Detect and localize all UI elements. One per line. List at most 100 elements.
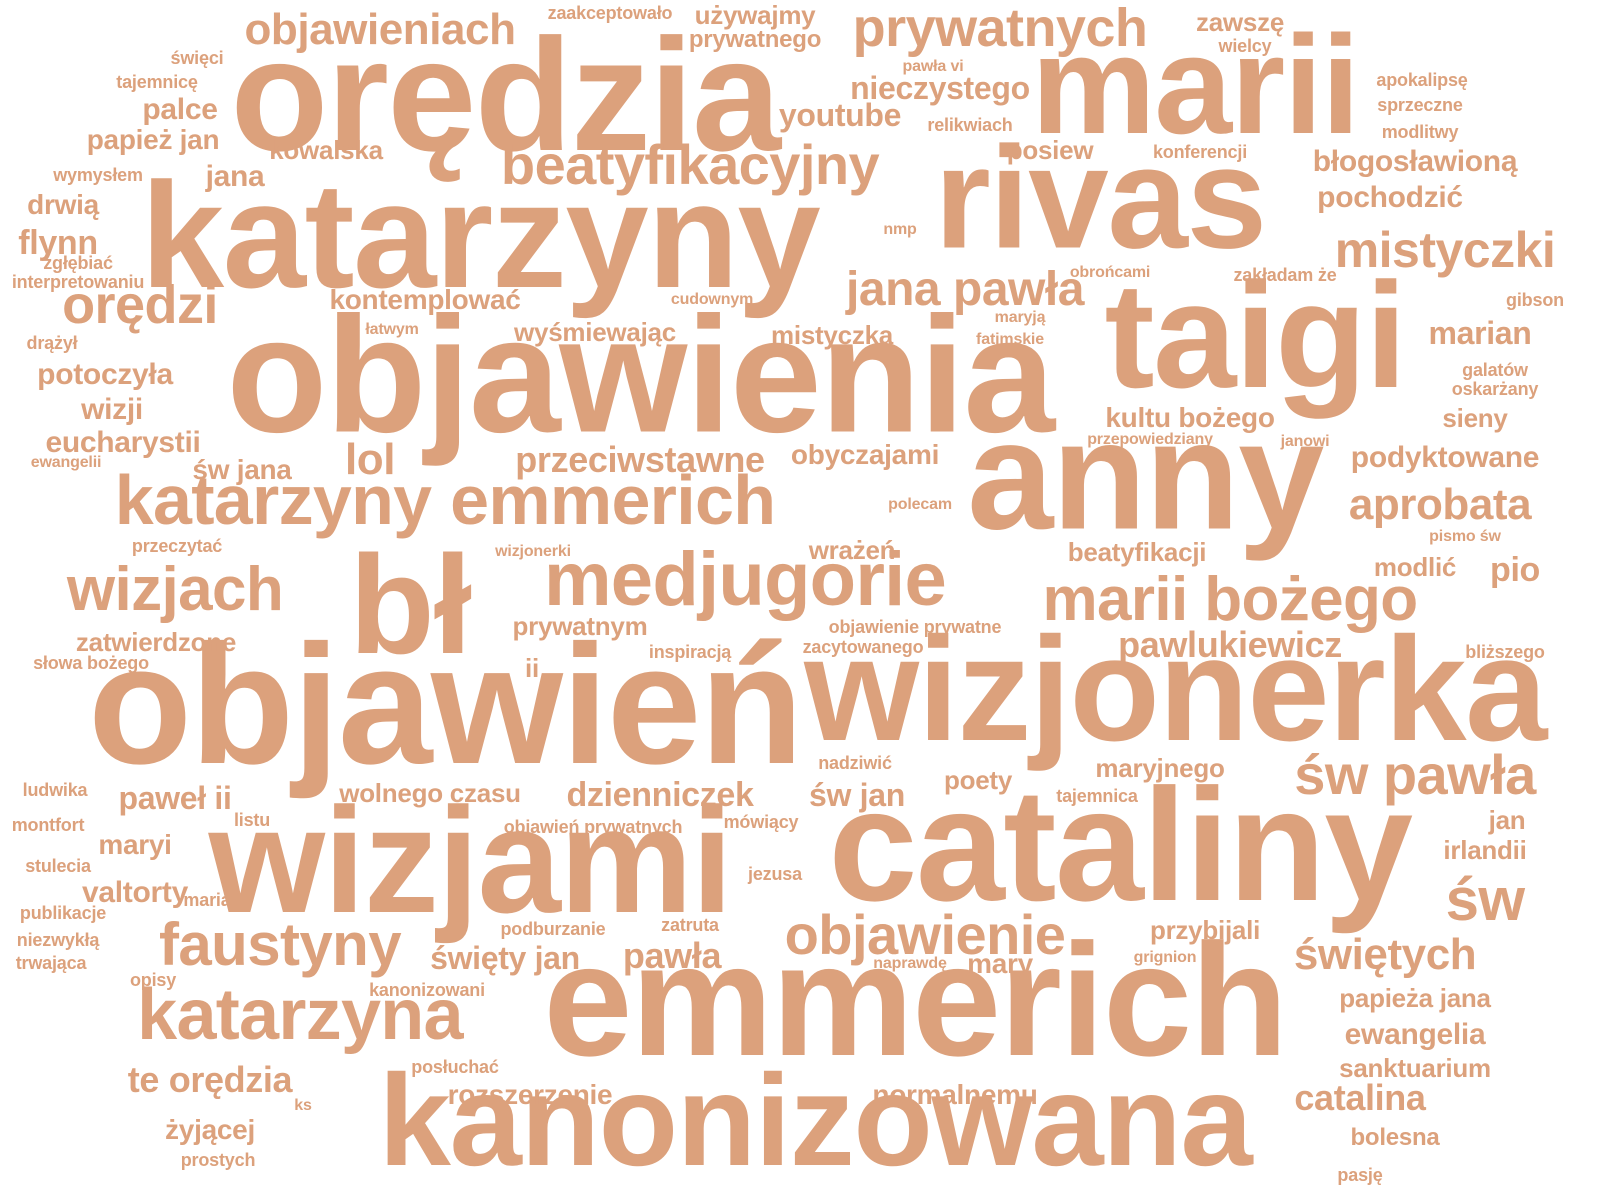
word: nadziwić [818, 753, 892, 773]
word: faustyny [159, 911, 402, 978]
word: opisy [129, 970, 177, 990]
word: ludwika [22, 780, 88, 800]
word: dzienniczek [566, 776, 754, 814]
word: wrażeń [808, 535, 896, 565]
word: wizjami [208, 776, 734, 944]
word: beatyfikacyjny [500, 133, 880, 196]
word: pawlukiewicz [1118, 624, 1342, 665]
word: bł [349, 526, 472, 683]
word: przybijali [1149, 915, 1261, 945]
word: maryjnego [1095, 753, 1225, 783]
word: słowa bożego [33, 653, 149, 673]
word: jezusa [748, 864, 802, 884]
word: zgłębiać [43, 253, 113, 273]
word: cudownym [670, 291, 754, 308]
word: katarzyny emmerich [114, 461, 776, 539]
word: błogosławioną [1312, 145, 1518, 178]
word: pasję [1337, 1165, 1383, 1185]
word: paweł ii [118, 780, 232, 816]
word: te orędzia [127, 1059, 293, 1100]
word: grignion [1133, 949, 1197, 966]
word: taigi [1104, 251, 1407, 419]
word: ewangelii [30, 454, 102, 471]
word: gibson [1506, 290, 1564, 310]
word: eucharystii [45, 426, 201, 459]
word: zatwierdzone [75, 627, 237, 657]
word: flynn [18, 224, 98, 262]
word: kultu bożego [1105, 402, 1275, 433]
word: publikacje [19, 903, 107, 923]
word: wielcy [1218, 36, 1272, 56]
word: jana [205, 160, 265, 193]
word: maryją [994, 309, 1046, 326]
word: modlić [1373, 552, 1457, 582]
word: marii bożego [1042, 565, 1419, 634]
word: drwią [27, 189, 99, 220]
word: relikwiach [927, 115, 1013, 135]
word: zawszę [1195, 7, 1285, 37]
word: wymysłem [53, 165, 143, 185]
word: święty jan [430, 940, 580, 976]
word: św jan [809, 777, 905, 813]
word: tajemnicę [116, 72, 198, 92]
word: nmp [883, 221, 917, 238]
word: bolesna [1350, 1124, 1440, 1151]
word: ii [525, 653, 539, 683]
word: potoczyła [37, 358, 173, 391]
word: obrońcami [1069, 264, 1151, 281]
word: marian [1428, 315, 1532, 351]
word: apokalipsę [1376, 70, 1468, 90]
word: kanonizowana [378, 1047, 1253, 1193]
word: orędzia [230, 5, 782, 184]
word: maria [183, 890, 231, 910]
word: youtube [778, 97, 902, 133]
word: polecam [888, 496, 952, 513]
word: lol [344, 435, 396, 484]
word: medjugorie [543, 537, 947, 622]
word: kontemplować [329, 284, 521, 315]
word: używajmy [694, 0, 816, 30]
word: inspiracją [648, 642, 732, 662]
word: tajemnica [1056, 786, 1138, 806]
word: objawień prywatnych [503, 817, 683, 837]
word: modlitwy [1381, 122, 1459, 142]
word: pawła [622, 935, 722, 976]
word: wizjonerki [495, 543, 571, 560]
word: łatwym [365, 321, 419, 338]
word: aprobata [1348, 480, 1532, 529]
word: montfort [11, 815, 85, 835]
word: anny [967, 388, 1324, 562]
word: papieża jana [1339, 983, 1491, 1013]
word: zakładam że [1233, 265, 1337, 285]
word: mary [967, 948, 1033, 979]
word: kanonizowani [369, 980, 485, 1000]
word: mówiący [723, 812, 799, 832]
word: irlandii [1443, 835, 1527, 865]
word: niezwykłą [16, 930, 100, 950]
word: poety [943, 765, 1013, 795]
word: podyktowane [1350, 441, 1540, 474]
word: jan [1488, 805, 1526, 835]
word: podburzanie [500, 919, 606, 939]
word: wyśmiewając [514, 317, 676, 347]
word: kowalska [269, 135, 383, 165]
word: posłuchać [411, 1057, 499, 1077]
word: jana pawła [846, 263, 1084, 316]
word: mistyczka [771, 320, 893, 350]
word: interpretowaniu [11, 272, 145, 292]
word: galatów [1462, 360, 1528, 380]
word: ks [294, 1097, 312, 1114]
word: prostych [180, 1150, 256, 1170]
word: wizji [81, 393, 143, 426]
word: katarzyny [140, 151, 821, 319]
word: cataliny [828, 755, 1413, 934]
word: wolnego czasu [339, 778, 521, 808]
word: katarzyna [137, 975, 463, 1055]
word: mistyczki [1334, 222, 1556, 278]
word: ewangelia [1344, 1018, 1486, 1051]
word: emmerich [543, 910, 1288, 1089]
word: beatyfikacji [1067, 537, 1207, 567]
word: zatruta [661, 915, 719, 935]
word: zacytowanego [802, 637, 924, 657]
